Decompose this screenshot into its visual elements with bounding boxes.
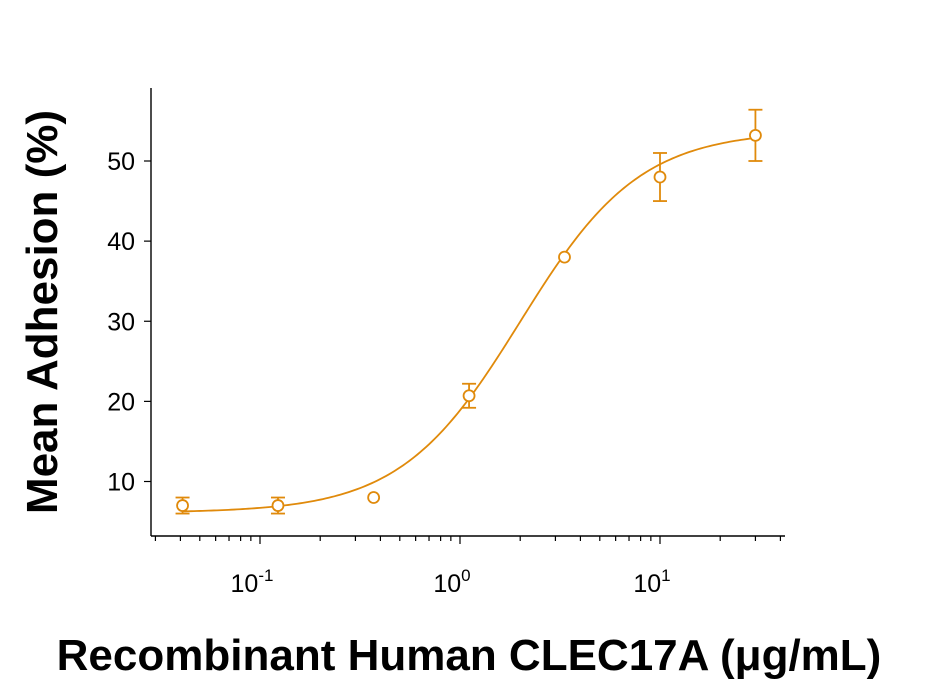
x-ticks: 10-1 100 101 (154, 536, 782, 598)
x-tick-label: 101 (633, 566, 670, 598)
y-tick-label: 20 (107, 388, 135, 416)
data-point (176, 499, 189, 512)
x-tick-label: 10-1 (231, 566, 274, 598)
data-point (558, 250, 571, 264)
axes (150, 88, 785, 537)
data-point (749, 128, 762, 142)
data-point (653, 170, 667, 184)
y-axis-title: Mean Adhesion (%) (18, 110, 67, 514)
data-point (271, 499, 285, 512)
y-tick-label: 30 (107, 308, 135, 336)
y-tick-label: 40 (107, 228, 135, 256)
x-tick-label: 100 (433, 566, 470, 598)
plot-area (175, 108, 763, 515)
y-tick-label: 50 (107, 148, 135, 176)
y-tick-label: 10 (107, 469, 135, 497)
data-point (367, 491, 381, 504)
x-axis-title: Recombinant Human CLEC17A (μg/mL) (57, 631, 882, 680)
data-point (462, 389, 476, 403)
y-ticks: 10 20 30 40 50 (107, 148, 151, 497)
fit-curve (182, 137, 756, 513)
